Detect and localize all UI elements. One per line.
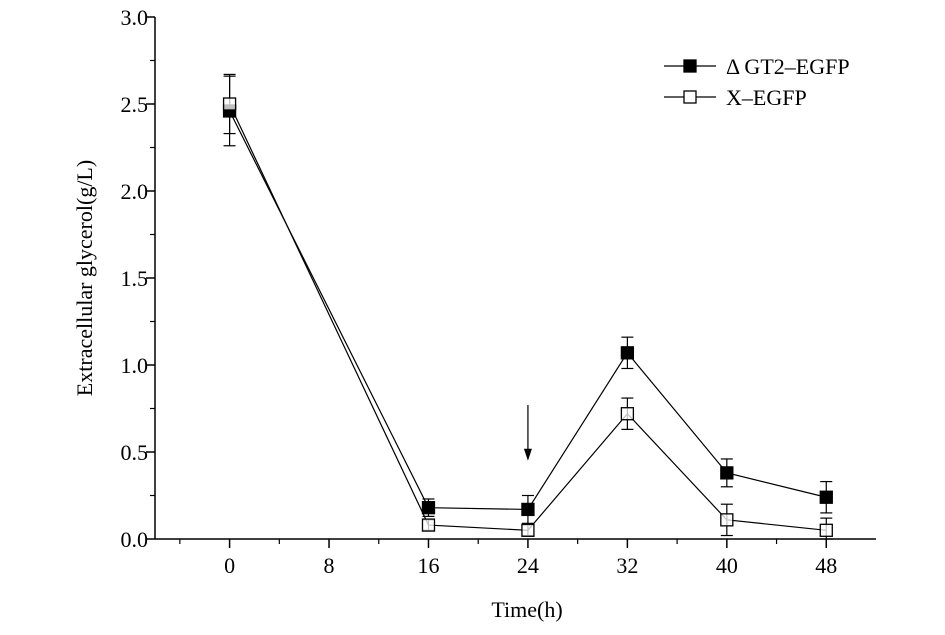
x-tick-label: 0: [224, 553, 235, 578]
legend-label: X–EGFP: [726, 85, 807, 110]
y-tick-label: 1.0: [121, 353, 149, 378]
y-axis-ticks: 0.0 0.5 1.0 1.5 2.0 2.5 3.0: [121, 5, 155, 552]
legend-marker: [683, 90, 697, 104]
series-2: [222, 73, 833, 540]
data-point: [720, 466, 734, 480]
series-line: [229, 110, 827, 511]
data-point: [521, 523, 535, 537]
y-tick-label: 0.0: [121, 527, 149, 552]
x-tick-label: 16: [417, 553, 439, 578]
legend-item-2: X–EGFP: [664, 85, 807, 110]
data-point: [222, 97, 237, 111]
data-point: [720, 513, 734, 527]
data-point: [819, 523, 833, 537]
x-axis-title: Time(h): [491, 597, 562, 622]
data-point: [421, 501, 436, 515]
legend: Δ GT2–EGFP X–EGFP: [664, 54, 850, 110]
legend-item-1: Δ GT2–EGFP: [664, 54, 850, 79]
x-tick-label: 32: [616, 553, 638, 578]
x-tick-label: 48: [815, 553, 837, 578]
data-point: [620, 407, 635, 421]
annotation-layer: [523, 405, 532, 461]
y-tick-label: 0.5: [121, 440, 149, 465]
y-axis-title: Extracellular glycerol(g/L): [72, 160, 97, 396]
x-tick-label: 40: [716, 553, 738, 578]
legend-label: Δ GT2–EGFP: [726, 54, 850, 79]
data-point: [521, 502, 535, 517]
data-point: [819, 490, 833, 504]
series-layer: [222, 73, 833, 540]
x-tick-label: 8: [324, 553, 335, 578]
data-point: [421, 518, 436, 532]
y-tick-label: 1.5: [121, 266, 149, 291]
y-tick-label: 3.0: [121, 5, 149, 30]
data-point: [620, 346, 635, 360]
x-tick-label: 24: [517, 553, 539, 578]
legend-marker: [683, 59, 697, 73]
y-tick-label: 2.5: [121, 92, 149, 117]
x-axis-ticks: 0 8 16 24 32 40 48: [179, 539, 837, 578]
arrow-head: [523, 448, 532, 461]
series-line: [229, 103, 827, 531]
y-tick-label: 2.0: [121, 179, 149, 204]
